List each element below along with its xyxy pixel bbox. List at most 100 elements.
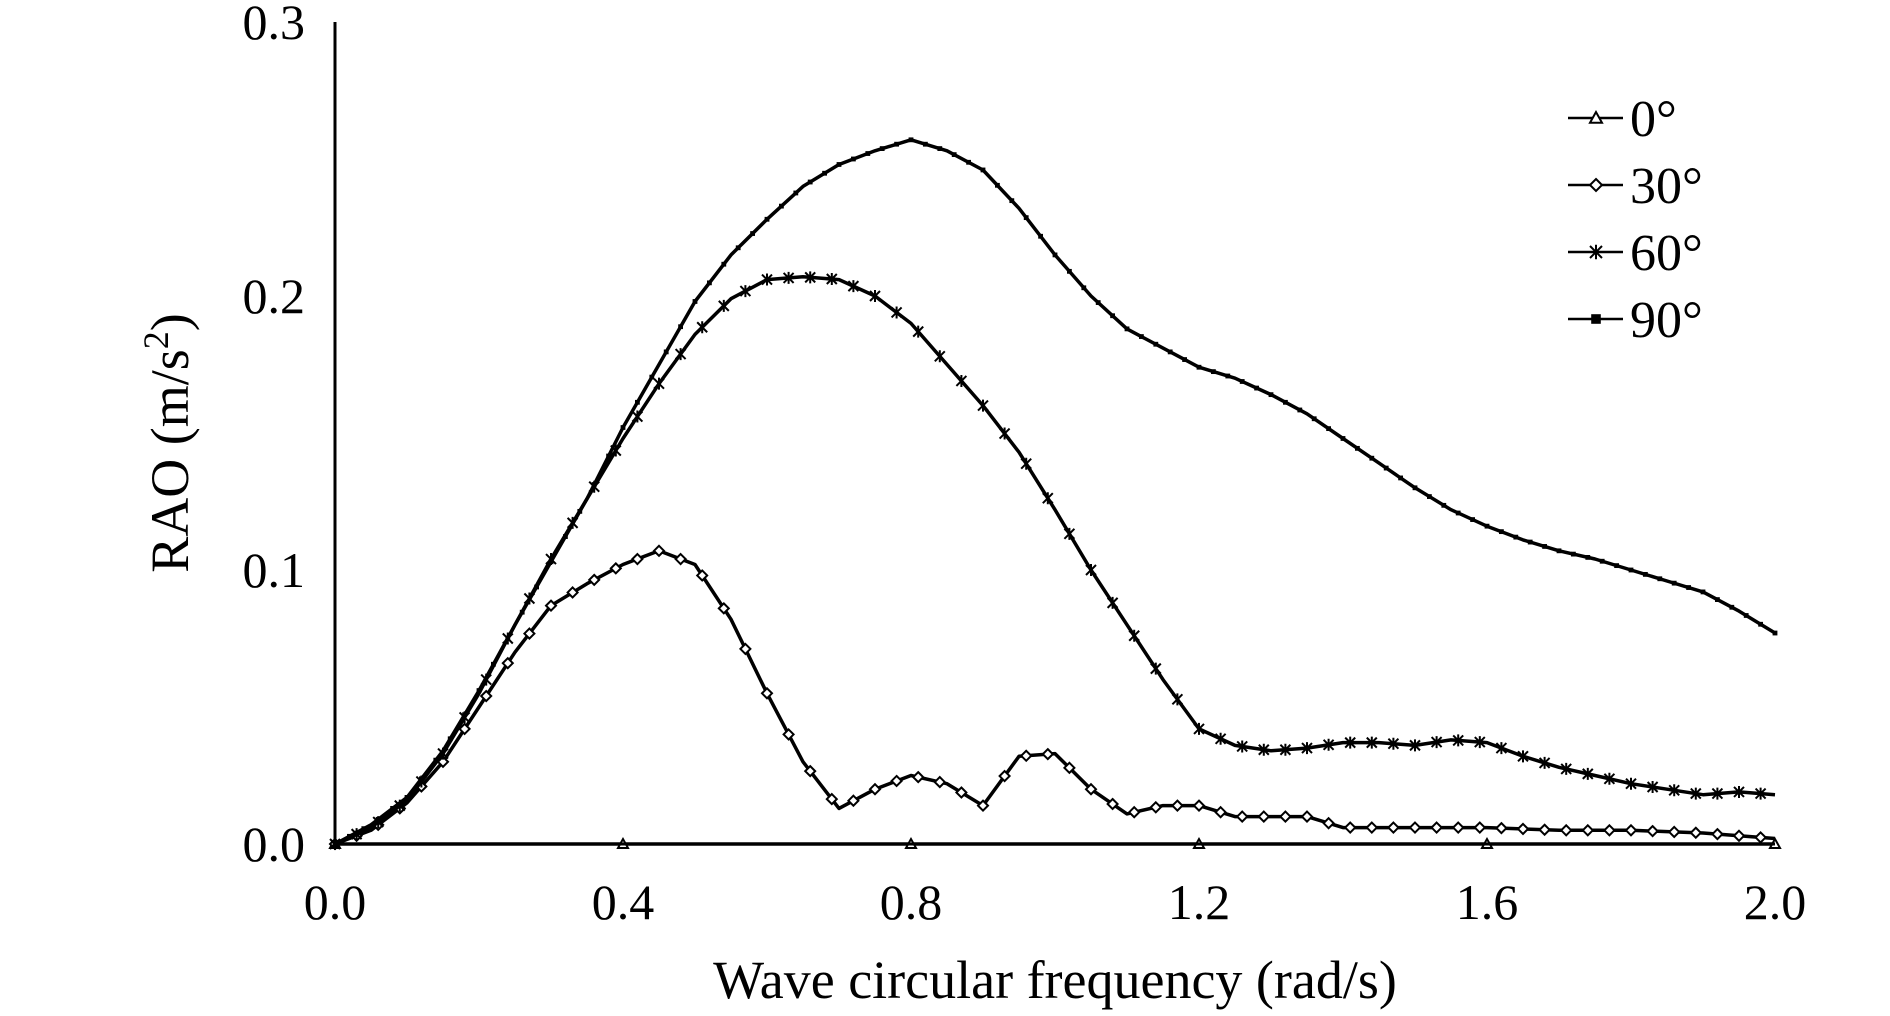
data-point-diamond [1689,826,1703,840]
data-point-square [462,712,467,718]
data-point-square [1671,580,1677,586]
data-point-square [923,141,928,147]
data-point-star [1646,781,1659,794]
data-point-star [1085,564,1097,576]
series-line [334,549,1776,846]
data-point-square [1369,455,1375,461]
data-point-square [980,167,986,173]
data-point-star [631,410,644,423]
data-point-star [739,285,752,298]
data-point-square [1686,585,1691,590]
data-point-diamond [738,642,752,656]
data-point-square [1153,341,1159,347]
data-point-square [721,261,727,267]
data-point-square [937,146,943,151]
data-point-square [894,141,899,147]
data-point-diamond [998,769,1012,783]
data-point-star [1322,738,1335,751]
y-axis-title-superscript: 2 [136,331,176,349]
data-point-square [1167,349,1173,355]
series-line [334,138,1776,846]
data-point-star [1150,662,1162,675]
data-point-diamond [630,552,644,566]
data-point-square [1297,407,1303,413]
data-point-square [1081,285,1087,291]
data-point-square [1023,215,1029,221]
data-point-square [1182,357,1187,362]
data-point-square [1643,571,1648,577]
data-point-diamond [1559,823,1573,837]
y-tick-label: 0.3 [243,0,306,50]
data-point-diamond [566,586,580,599]
data-point-diamond [1149,800,1163,814]
series-1 [328,544,1776,851]
data-point-star [1625,777,1637,790]
data-point-square [476,688,482,693]
data-point-square [1268,392,1274,398]
data-point-star [869,290,881,302]
data-point-square [735,245,741,251]
data-point-diamond [1278,810,1292,824]
data-point-star [1258,743,1270,756]
data-point-diamond [1732,829,1746,843]
data-point-square [764,216,770,222]
data-point-diamond [674,552,688,566]
data-point-star [1193,722,1205,735]
data-point-square [1599,558,1605,564]
y-axis-title: RAO (m/s2) [136,313,200,573]
data-point-diamond [1019,749,1033,763]
data-point-square [1038,233,1043,239]
data-point-square [505,635,511,641]
data-point-star [1279,743,1292,756]
data-point-star [912,325,924,338]
data-point-star [1733,785,1745,798]
data-point-star [1560,762,1572,775]
data-point-square [1326,426,1331,432]
data-point-star [998,427,1011,440]
data-point-square [995,182,1000,188]
data-point-square [1412,485,1418,491]
data-point-diamond [890,774,904,788]
data-point-star [1106,596,1119,609]
data-point-square [779,203,784,209]
data-point-diamond [609,561,623,575]
data-point-diamond [1516,822,1530,836]
data-point-diamond [1214,805,1228,819]
data-point-square [822,170,827,176]
data-point-star [782,271,795,284]
data-point-star [1582,767,1594,780]
data-point-square [1657,576,1663,582]
y-tick-label: 0.0 [243,816,306,872]
data-point-square [1772,630,1778,636]
data-point-star [1042,492,1054,505]
data-point-square [519,609,525,615]
data-point-square [750,231,755,236]
data-point-diamond [1451,821,1465,834]
data-point-diamond [1646,824,1660,838]
data-point-square [1124,326,1130,332]
data-point-diamond [1624,823,1638,837]
data-point-square [1527,539,1533,545]
data-point-square [793,190,799,196]
data-point-diamond [1322,816,1336,830]
data-point-square [678,324,683,330]
data-point-square [1542,544,1547,549]
data-point-square [433,757,439,763]
data-point-square [1211,369,1216,375]
data-point-square [1729,604,1735,610]
data-point-square [447,736,453,742]
data-point-square [390,805,395,811]
series-layer [328,137,1782,851]
data-point-square [419,776,424,782]
data-point-diamond [1300,810,1314,824]
data-point-star [696,321,708,334]
series-2 [329,271,1776,850]
data-point-star [653,377,665,390]
data-point-diamond [846,794,860,808]
data-point-diamond [1343,821,1357,834]
data-point-diamond [587,573,601,587]
data-point-star [1430,736,1443,749]
data-point-diamond [1062,761,1076,775]
data-point-star [1517,750,1529,763]
data-point-diamond [868,782,882,796]
